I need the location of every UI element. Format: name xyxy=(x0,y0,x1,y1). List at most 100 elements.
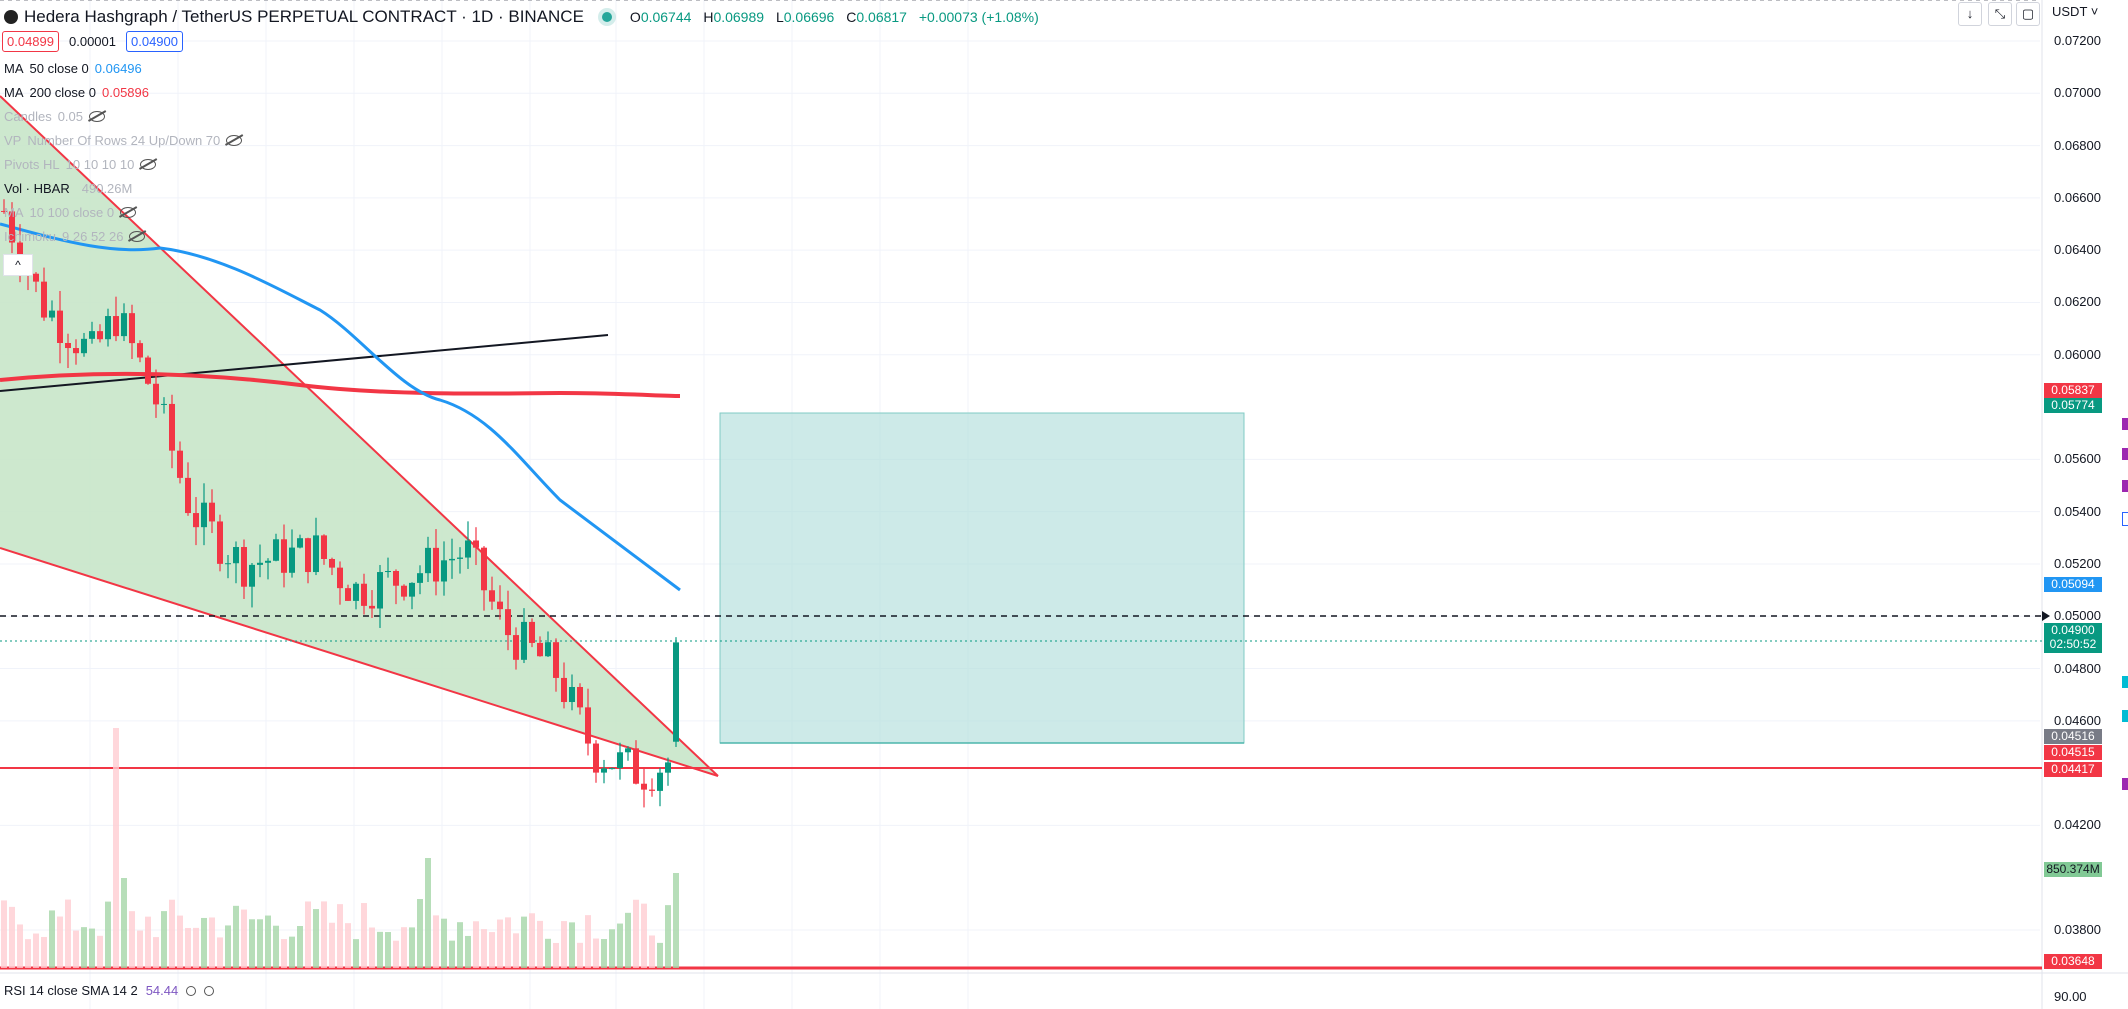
volume-bar xyxy=(81,927,87,968)
volume-bar xyxy=(505,917,511,968)
candle-body xyxy=(177,450,183,478)
volume-bar xyxy=(177,915,183,968)
price-tag: 0.05837 xyxy=(2044,383,2102,398)
candle-body xyxy=(121,313,127,337)
candle-body xyxy=(345,588,351,601)
hidden-eye-icon[interactable] xyxy=(140,159,157,170)
hidden-eye-icon[interactable] xyxy=(129,231,146,242)
volume-bar xyxy=(393,940,399,968)
candle-body xyxy=(385,570,391,573)
candle-body xyxy=(241,547,247,587)
candle-body xyxy=(633,748,639,784)
volume-bar xyxy=(73,930,79,968)
legend-row[interactable]: Pivots HL 10 10 10 10 xyxy=(4,157,157,172)
price-axis-label: 0.04200 xyxy=(2054,817,2101,833)
market-open-icon xyxy=(601,12,612,22)
scroll-down-button[interactable]: ↓ xyxy=(1958,2,1982,26)
price-axis-label: 0.05600 xyxy=(2054,451,2101,467)
collapse-legend-button[interactable]: ^ xyxy=(3,254,33,276)
volume-bar xyxy=(121,878,127,968)
side-marker xyxy=(2122,710,2128,722)
buy-price-button[interactable]: 0.04900 xyxy=(126,31,183,52)
volume-bar xyxy=(153,937,159,968)
legend-params: 0.05 xyxy=(57,109,84,124)
alert-marker xyxy=(2042,611,2050,621)
currency-selector[interactable]: USDT ˅ xyxy=(2052,4,2099,19)
volume-bar xyxy=(1,900,7,968)
legend-value: 0.06496 xyxy=(94,61,142,76)
candle-body xyxy=(89,331,95,339)
volume-bar xyxy=(41,936,47,968)
candle-body xyxy=(41,281,47,318)
spread-value: 0.00001 xyxy=(69,34,116,49)
volume-bar xyxy=(225,925,231,968)
legend-row[interactable]: MA 200 close 0 0.05896 xyxy=(4,85,149,100)
volume-bar xyxy=(617,923,623,968)
legend-row[interactable]: Candles 0.05 xyxy=(4,109,106,124)
candle-body xyxy=(225,563,231,565)
candle-body xyxy=(329,558,335,568)
candle-body xyxy=(369,605,375,609)
legend-row[interactable]: MA 10 100 close 0 xyxy=(4,205,137,220)
candle-body xyxy=(97,331,103,340)
symbol-title[interactable]: Hedera Hashgraph / TetherUS PERPETUAL CO… xyxy=(24,7,584,26)
legend-value: 490.26M xyxy=(81,181,133,196)
candle-body xyxy=(465,540,471,558)
volume-bar xyxy=(313,909,319,968)
volume-bar xyxy=(353,939,359,968)
volume-bar xyxy=(513,933,519,968)
legend-row[interactable]: MA 50 close 0 0.06496 xyxy=(4,61,142,76)
volume-bar xyxy=(489,932,495,968)
price-tag: 0.03648 xyxy=(2044,954,2102,969)
candle-body xyxy=(305,538,311,573)
candle-body xyxy=(321,535,327,559)
sell-price-button[interactable]: 0.04899 xyxy=(2,31,59,52)
side-marker xyxy=(2122,512,2128,526)
candle-body xyxy=(57,310,63,343)
volume-bar xyxy=(377,931,383,968)
volume-bar xyxy=(97,935,103,968)
legend-params: 10 10 10 10 xyxy=(65,157,135,172)
volume-bar xyxy=(33,933,39,968)
candle-body xyxy=(273,539,279,561)
hidden-eye-icon[interactable] xyxy=(226,135,243,146)
candle-body xyxy=(161,403,167,405)
hidden-eye-icon[interactable] xyxy=(120,207,137,218)
candle-body xyxy=(353,583,359,601)
volume-bar xyxy=(633,899,639,968)
volume-bar xyxy=(481,929,487,968)
candle-body xyxy=(473,540,479,548)
volume-bar xyxy=(641,903,647,968)
candle-body xyxy=(553,642,559,678)
candle-body xyxy=(449,558,455,561)
candle-body xyxy=(193,513,199,528)
volume-bar xyxy=(193,927,199,968)
candle-body xyxy=(617,752,623,769)
legend-row[interactable]: VP Number Of Rows 24 Up/Down 70 xyxy=(4,133,243,148)
legend-params: 10 100 close 0 xyxy=(29,205,115,220)
volume-bar xyxy=(609,929,615,968)
legend-row[interactable]: Ichimoku 9 26 52 26 xyxy=(4,229,146,244)
rsi-settings-icon[interactable] xyxy=(186,985,197,996)
hidden-eye-icon[interactable] xyxy=(89,111,106,122)
candle-body xyxy=(313,535,319,573)
price-axis-label: 0.05400 xyxy=(2054,503,2101,519)
legend-name: Pivots HL xyxy=(4,157,60,172)
legend-name: Vol · HBAR xyxy=(4,181,70,196)
legend-row[interactable]: Vol · HBAR 490.26M xyxy=(4,181,132,196)
rsi-visibility-icon[interactable] xyxy=(204,985,215,996)
price-axis-label: 0.04800 xyxy=(2054,660,2101,676)
volume-bar xyxy=(129,911,135,968)
maximize-pane-button[interactable]: ▢ xyxy=(2016,2,2040,26)
candle-body xyxy=(593,743,599,773)
collapse-pane-button[interactable]: ⤡ xyxy=(1988,2,2012,26)
volume-bar xyxy=(441,918,447,968)
quote-row: 0.04899 0.00001 0.04900 xyxy=(2,31,183,52)
volume-bar xyxy=(233,905,239,968)
symbol-logo-icon xyxy=(4,10,18,24)
volume-bar xyxy=(601,939,607,968)
volume-bar xyxy=(169,899,175,968)
candle-body xyxy=(673,642,679,742)
legend-name: Candles xyxy=(4,109,52,124)
